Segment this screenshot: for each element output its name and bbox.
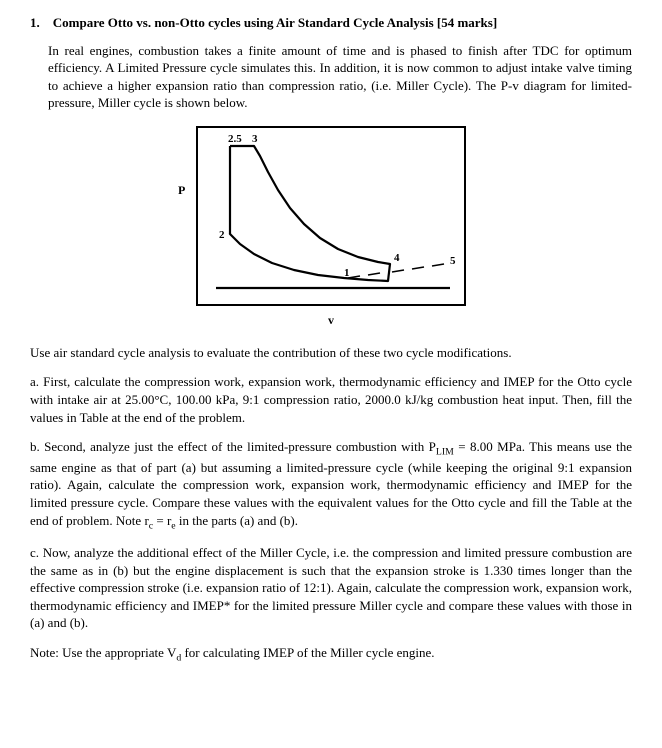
part-b-post: in the parts (a) and (b). (176, 513, 298, 528)
intro-paragraph: In real engines, combustion takes a fini… (48, 42, 632, 112)
part-b: b. Second, analyze just the effect of th… (30, 438, 632, 532)
part-a: a. First, calculate the compression work… (30, 373, 632, 426)
svg-text:5: 5 (450, 255, 456, 267)
question-heading: Compare Otto vs. non-Otto cycles using A… (53, 15, 497, 30)
axis-label-p: P (178, 182, 185, 198)
pv-diagram-svg: 2.5 3 2 1 4 5 (198, 128, 468, 308)
pv-diagram: 2.5 3 2 1 4 5 (196, 126, 466, 306)
question-number: 1. (30, 15, 40, 30)
note: Note: Use the appropriate Vd for calcula… (30, 644, 632, 665)
pv-diagram-wrap: P 2.5 3 2 1 4 5 (30, 126, 632, 306)
svg-text:2.5: 2.5 (228, 133, 242, 145)
svg-text:2: 2 (219, 229, 225, 241)
lead-sentence: Use air standard cycle analysis to evalu… (30, 344, 632, 362)
part-b-mid2: = r (153, 513, 171, 528)
svg-text:4: 4 (394, 252, 400, 264)
part-c: c. Now, analyze the additional effect of… (30, 544, 632, 632)
svg-text:1: 1 (344, 267, 350, 279)
svg-text:3: 3 (252, 133, 258, 145)
note-pre: Note: Use the appropriate V (30, 645, 176, 660)
note-post: for calculating IMEP of the Miller cycle… (181, 645, 434, 660)
sub-plim: LIM (436, 447, 454, 458)
axis-label-v: v (30, 312, 632, 328)
question-title: 1. Compare Otto vs. non-Otto cycles usin… (30, 14, 632, 32)
part-b-pre: b. Second, analyze just the effect of th… (30, 439, 436, 454)
